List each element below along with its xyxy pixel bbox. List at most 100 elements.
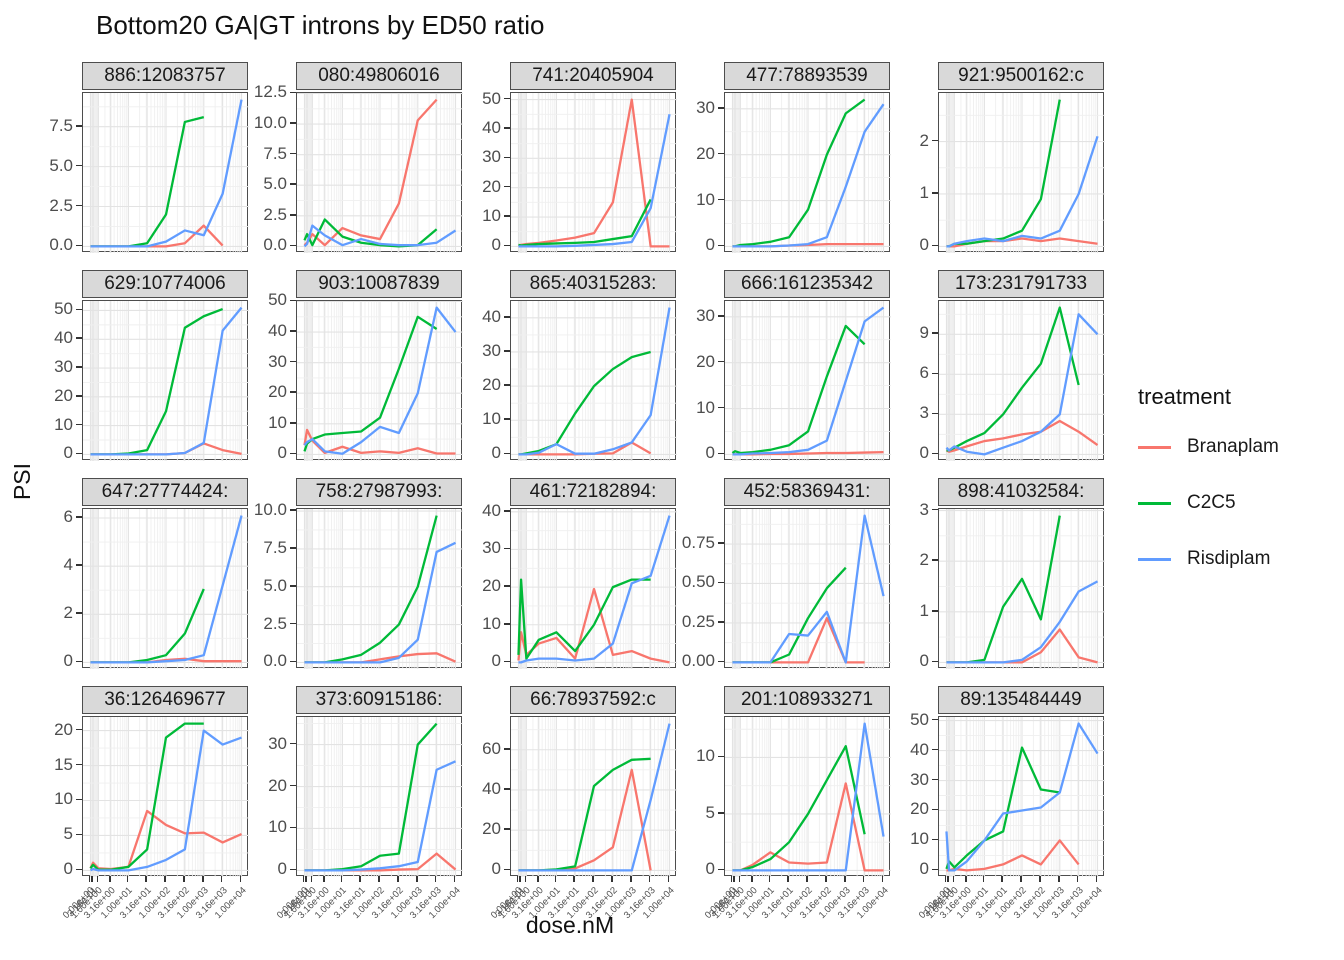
risdiplam-line-key-icon — [1138, 557, 1171, 561]
series-line-risdiplam — [945, 722, 1099, 872]
x-tick-mark — [340, 876, 343, 882]
legend-entry-label: C2C5 — [1187, 492, 1236, 513]
y-tick-label: 30 — [268, 733, 287, 753]
y-tick-mark — [76, 204, 82, 207]
facet-title: 903:10087839 — [318, 273, 440, 294]
x-tick-mark — [806, 876, 808, 882]
y-tick-label: 0.0 — [49, 235, 73, 255]
series-line-risdiplam — [518, 114, 671, 248]
y-tick-label: 20 — [54, 385, 73, 405]
x-tick-mark — [220, 876, 223, 882]
y-tick-mark — [290, 584, 296, 587]
x-tick-mark — [881, 876, 884, 882]
y-tick-label: 20 — [482, 576, 501, 596]
y-tick-mark — [504, 828, 510, 830]
series-line-risdiplam — [90, 306, 243, 456]
y-tick-mark — [718, 812, 724, 814]
x-tick-mark — [554, 876, 557, 882]
y-tick-mark — [718, 406, 724, 409]
y-tick-mark — [504, 384, 510, 386]
y-tick-label: 5.0 — [263, 174, 287, 194]
facet-title: 66:78937592:c — [530, 689, 656, 710]
y-tick-mark — [76, 366, 82, 368]
facet-panel — [724, 92, 891, 253]
y-tick-mark — [290, 360, 296, 363]
y-tick-label: 0.50 — [681, 572, 715, 592]
series-line-risdiplam — [946, 135, 1099, 248]
y-tick-mark — [932, 372, 938, 375]
y-tick-mark — [504, 868, 510, 871]
facet-panel — [296, 92, 463, 253]
y-axis: 0.0 2.5 5.0 7.5 10.0 — [250, 501, 296, 670]
x-tick-mark — [768, 876, 771, 882]
legend-title: treatment — [1138, 384, 1231, 409]
facet: 080:49806016 0.0 2.5 5.0 7.5 10.0 12.5 — [250, 62, 463, 254]
facet-strip: 452:58369431: — [724, 478, 890, 506]
y-tick-mark — [290, 622, 296, 625]
y-tick-label: 7.5 — [263, 537, 287, 557]
facet-strip: 201:108933271 — [724, 686, 890, 714]
y-tick-mark — [290, 183, 296, 186]
facet: 373:60915186: 0 10 20 30 0.00e+00 3.16e-01 1.00… — [250, 686, 463, 934]
x-tick-mark — [88, 876, 91, 882]
series-line-risdiplam — [89, 729, 242, 872]
facet-title: 89:135484449 — [960, 689, 1082, 710]
y-tick-mark — [932, 718, 938, 721]
page-title: Bottom20 GA|GT introns by ED50 ratio — [96, 10, 545, 40]
y-tick-mark — [718, 621, 724, 623]
y-tick-label: 30 — [482, 340, 501, 360]
x-axis: 0.00e+00 3.16e-01 1.00e+00 3.16e+00 1.00e+01… — [703, 876, 890, 934]
facet: 886:12083757 0.0 2.5 5.0 7.5 — [36, 62, 249, 255]
facet-title: 758:27987993: — [315, 481, 443, 502]
x-tick-mark — [648, 876, 651, 882]
y-axis: 0 10 20 30 40 50 — [36, 299, 82, 462]
x-tick-mark — [944, 876, 947, 882]
facet-strip: 898:41032584: — [938, 478, 1104, 506]
y-tick-mark — [76, 868, 82, 871]
y-tick-mark — [718, 755, 724, 758]
y-tick-label: 50 — [54, 299, 73, 319]
y-axis: 0 10 20 30 40 — [464, 501, 510, 670]
y-axis: 0 10 20 30 40 50 — [250, 291, 296, 462]
y-tick-label: 0 — [63, 651, 73, 671]
x-tick-mark — [183, 876, 185, 882]
y-tick-label: 10 — [910, 829, 929, 849]
y-tick-label: 40 — [482, 778, 501, 798]
facet-panel — [82, 300, 249, 461]
y-tick-label: 10.0 — [253, 113, 287, 133]
y-tick-label: 10.0 — [253, 500, 287, 520]
y-tick-label: 0.75 — [681, 533, 715, 553]
y-tick-label: 40 — [54, 328, 73, 348]
series-line-branaplam — [89, 809, 242, 871]
y-tick-label: 1 — [919, 182, 929, 202]
facet-title: 741:20405904 — [532, 65, 654, 86]
series-line-risdiplam — [304, 541, 457, 664]
y-tick-mark — [504, 788, 510, 790]
y-tick-mark — [76, 308, 82, 311]
facet-panel — [510, 508, 677, 669]
y-tick-label: 0 — [705, 443, 715, 463]
y-tick-label: 20 — [482, 819, 501, 839]
y-tick-label: 30 — [910, 769, 929, 789]
y-tick-label: 15 — [54, 754, 73, 774]
y-tick-label: 10 — [696, 746, 715, 766]
y-tick-label: 6 — [919, 363, 929, 383]
y-tick-label: 0 — [491, 235, 501, 255]
x-tick-mark — [952, 876, 955, 882]
x-tick-mark — [573, 876, 575, 882]
facet-strip: 921:9500162:c — [938, 62, 1104, 90]
y-tick-label: 40 — [482, 306, 501, 326]
y-tick-mark — [290, 91, 296, 94]
y-tick-label: 10 — [268, 412, 287, 432]
y-tick-mark — [718, 660, 724, 663]
legend-entry-risdiplam: Risdiplam — [1138, 548, 1279, 570]
y-tick-mark — [932, 559, 938, 561]
x-tick-mark — [1001, 876, 1003, 882]
facet: 647:27774424: 0 2 4 6 — [36, 478, 249, 671]
x-tick-mark — [126, 876, 129, 882]
x-tick-mark — [164, 876, 166, 882]
facet-strip: 461:72182894: — [510, 478, 676, 506]
x-axis: 0.00e+00 3.16e-01 1.00e+00 3.16e+00 1.00e+01… — [61, 876, 248, 934]
y-axis: 0 2 4 6 — [36, 508, 82, 671]
y-axis: 0 10 20 30 40 — [464, 300, 510, 462]
